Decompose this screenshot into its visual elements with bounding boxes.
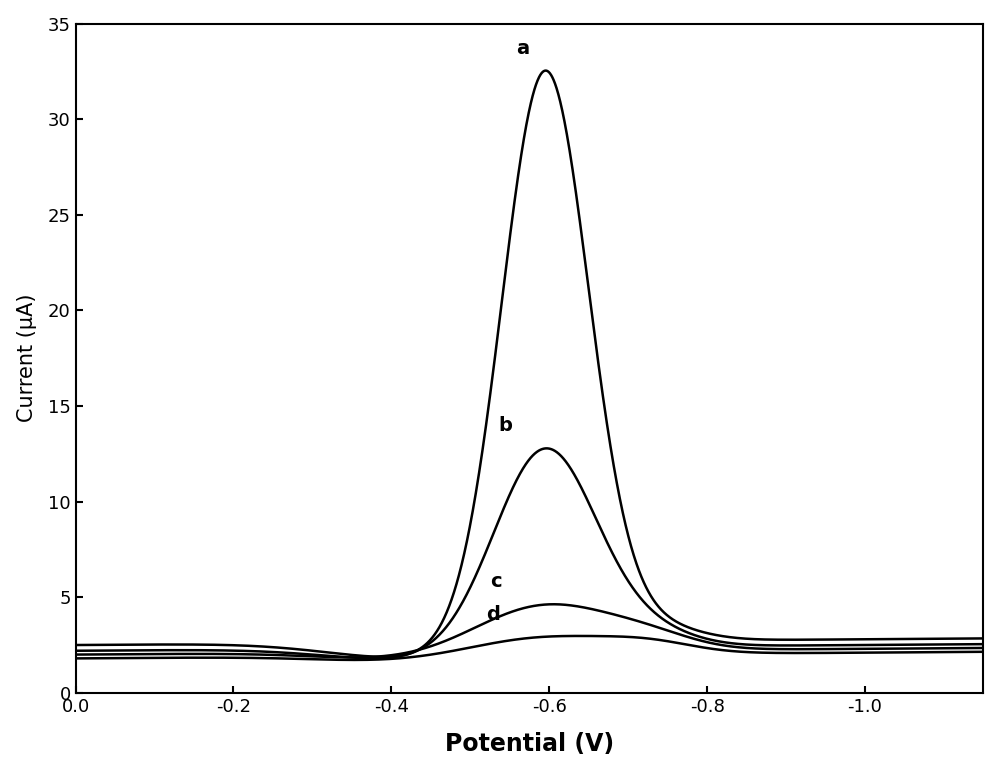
X-axis label: Potential (V): Potential (V) xyxy=(445,732,614,756)
Text: a: a xyxy=(516,39,529,58)
Text: b: b xyxy=(498,416,512,434)
Y-axis label: Current (μA): Current (μA) xyxy=(17,294,37,423)
Text: d: d xyxy=(486,605,500,624)
Text: c: c xyxy=(490,573,502,591)
